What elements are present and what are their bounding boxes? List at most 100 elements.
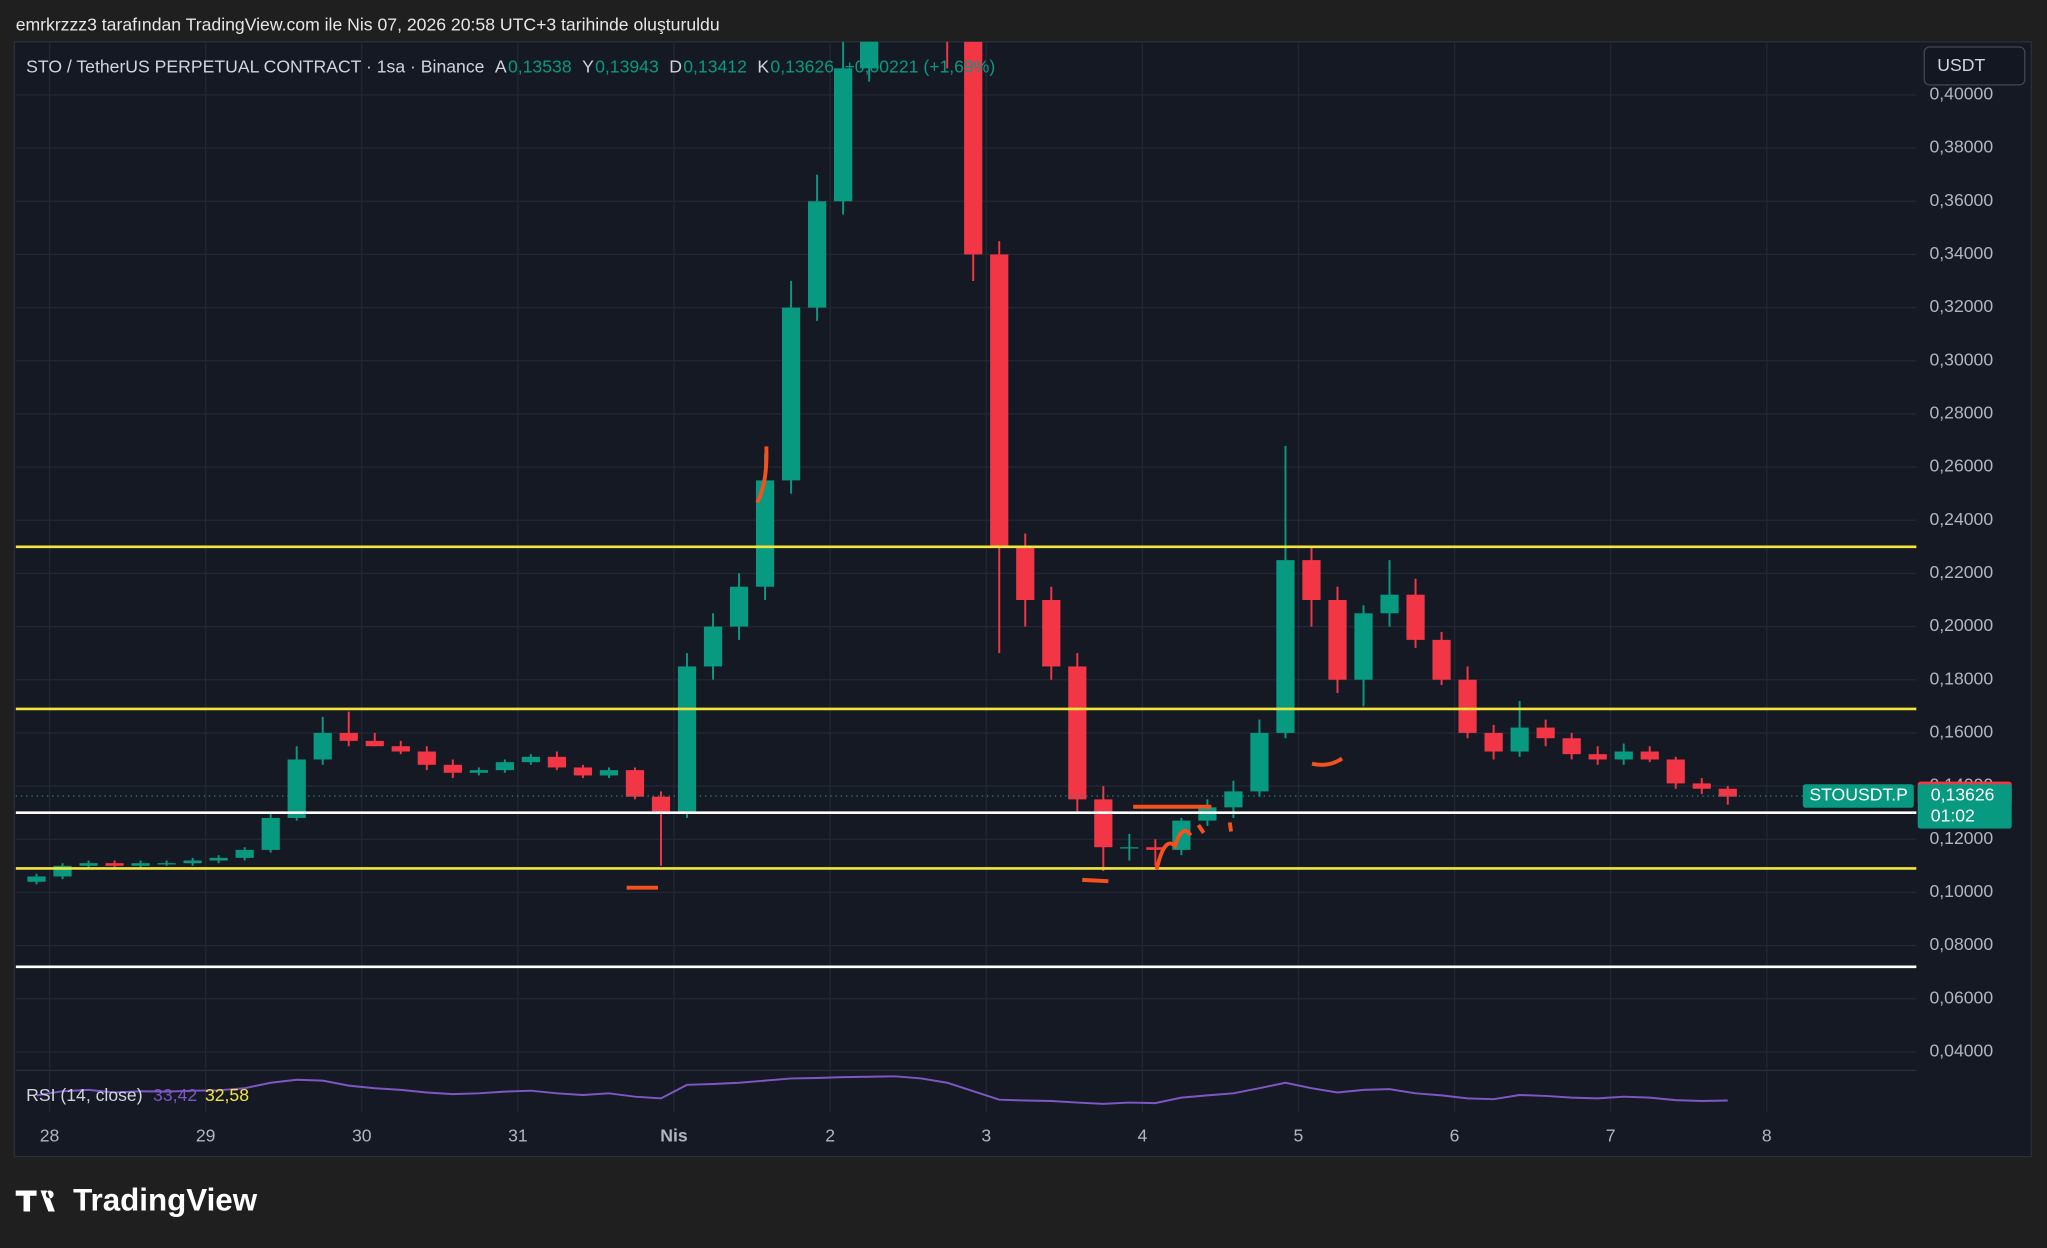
ohlc-legend: A 0,13538 Y 0,13943 D 0,13412 K 0,13626 +0,00221… xyxy=(495,57,995,77)
price-badge xyxy=(1917,784,2012,829)
drawing xyxy=(1082,877,1109,884)
brand: TradingView xyxy=(73,1183,258,1218)
plot xyxy=(15,41,1917,969)
candle-body xyxy=(417,751,436,765)
price-badge-label: 0,13626 xyxy=(1931,785,1995,805)
candle-body xyxy=(1380,594,1399,614)
y-tick-label: 0,12000 xyxy=(1929,828,1993,848)
candle-body xyxy=(1302,560,1321,601)
candle-body xyxy=(860,41,879,69)
symbol-badge xyxy=(1802,784,1914,808)
x-tick-label: 30 xyxy=(352,1126,372,1146)
candle-body xyxy=(1120,847,1139,849)
candle-body xyxy=(1666,759,1685,784)
y-tick-label: 0,40000 xyxy=(1929,84,1993,104)
legend-key: Y xyxy=(582,57,594,77)
drawing xyxy=(755,446,769,504)
y-tick-label: 0,36000 xyxy=(1929,190,1993,210)
y-tick-label: 0,18000 xyxy=(1929,668,1993,688)
candle-body xyxy=(469,770,488,773)
currency[interactable]: USDT xyxy=(1937,55,1985,75)
candle-body xyxy=(1068,666,1087,800)
candle-body xyxy=(157,863,176,865)
y-tick-label: 0,34000 xyxy=(1929,243,1993,263)
candle-body xyxy=(339,732,358,741)
candle-body xyxy=(1276,560,1295,733)
candle-body xyxy=(1198,807,1217,821)
candle-body xyxy=(521,756,540,763)
candle-body xyxy=(755,480,775,587)
candle-body xyxy=(990,254,1009,547)
candle-body xyxy=(443,764,462,773)
candle-body xyxy=(1614,751,1633,760)
y-tick-label: 0,24000 xyxy=(1929,509,1993,529)
candle-body xyxy=(1250,732,1269,792)
x-tick-label: 3 xyxy=(981,1126,991,1146)
rsi-ma-value: 32,58 xyxy=(205,1085,249,1105)
candle-body xyxy=(1718,788,1737,797)
candle-body xyxy=(834,68,853,202)
legend-value: 0,13626 xyxy=(770,57,834,77)
candle-body xyxy=(1458,679,1477,733)
candle-body xyxy=(547,756,567,768)
candle-body xyxy=(131,863,150,866)
y-tick-label: 0,16000 xyxy=(1929,722,1993,742)
candle-body xyxy=(703,626,723,667)
candle-body xyxy=(625,770,645,797)
y-tick-label: 0,20000 xyxy=(1929,615,1993,635)
candle-body xyxy=(27,876,46,882)
candle-body xyxy=(183,860,202,864)
y-tick-label: 0,08000 xyxy=(1929,934,1993,954)
y-tick-label: 0,04000 xyxy=(1929,1041,1993,1061)
candle-body xyxy=(105,863,124,866)
legend-value: 0,13538 xyxy=(508,57,572,77)
candle-body xyxy=(1094,799,1113,848)
candle-body xyxy=(964,41,983,255)
candle-body xyxy=(729,586,749,627)
candle-body xyxy=(1484,732,1503,752)
candle-body xyxy=(1536,727,1555,739)
candle-body xyxy=(1406,594,1425,640)
rsi-label: RSI (14, close) xyxy=(26,1085,142,1105)
candle-body xyxy=(365,740,384,747)
legend-key: K xyxy=(757,57,769,77)
candle-body xyxy=(1016,546,1035,601)
x-tick-label: 5 xyxy=(1294,1126,1304,1146)
caption: emrkrzzz3 tarafından TradingView.com ile… xyxy=(16,15,720,35)
symbol-title: STO / TetherUS PERPETUAL CONTRACT · 1sa … xyxy=(26,57,485,77)
candle-body xyxy=(1692,783,1711,789)
candle-body xyxy=(599,770,619,776)
y-tick-label: 0,28000 xyxy=(1929,403,1993,423)
legend-value: 0,13412 xyxy=(683,57,747,77)
rsi-line xyxy=(36,1075,1728,1105)
brand-logo xyxy=(15,1190,55,1212)
x-tick-label: 4 xyxy=(1137,1126,1147,1146)
candle-body xyxy=(573,767,593,776)
candle-body xyxy=(313,732,332,760)
x-tick-label: 6 xyxy=(1450,1126,1460,1146)
candle-body xyxy=(209,857,228,861)
x-tick-label: 2 xyxy=(825,1126,835,1146)
symbol-badge-label: STOUSDT.P xyxy=(1809,785,1908,805)
legend-value: 0,13943 xyxy=(595,57,659,77)
y-tick-label: 0,32000 xyxy=(1929,296,1993,316)
y-tick-label: 0,22000 xyxy=(1929,562,1993,582)
rsi-value: 33,42 xyxy=(153,1085,197,1105)
candle-body xyxy=(781,307,801,481)
candle-body xyxy=(287,759,306,818)
y-tick-label: 0,26000 xyxy=(1929,456,1993,476)
candle-body xyxy=(807,201,827,308)
x-tick-label: 29 xyxy=(196,1126,216,1146)
currency-button[interactable] xyxy=(1923,46,2026,86)
legend-key: D xyxy=(669,57,682,77)
candle-body xyxy=(677,666,697,813)
grid xyxy=(15,41,1917,1113)
x-tick-label: 28 xyxy=(40,1126,60,1146)
candle-body xyxy=(1510,727,1529,752)
candle-body xyxy=(1042,600,1061,667)
candle-body xyxy=(1588,754,1607,760)
y-tick-label: 0,10000 xyxy=(1929,881,1993,901)
legend-key: A xyxy=(495,57,507,77)
candle-body xyxy=(261,817,280,850)
